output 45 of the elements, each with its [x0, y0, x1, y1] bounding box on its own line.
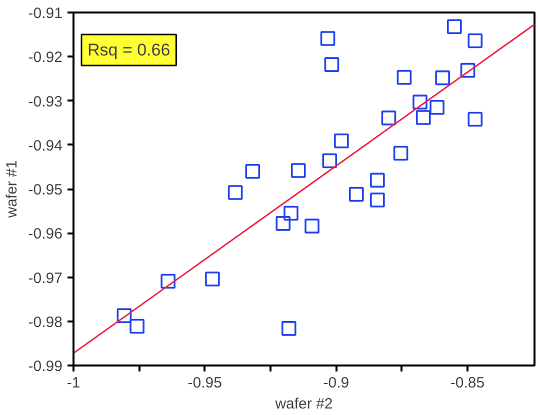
- y-tick-label: -0.94: [28, 137, 63, 154]
- point: [320, 31, 336, 46]
- y-tick-label: -0.92: [28, 49, 63, 66]
- y-axis-title: wafer #1: [3, 160, 20, 219]
- point: [116, 308, 132, 324]
- x-tick-label: -1: [66, 374, 80, 392]
- y-tick-label: -0.93: [28, 93, 63, 110]
- point: [416, 110, 431, 125]
- point: [430, 100, 444, 115]
- point: [396, 70, 412, 85]
- point: [370, 172, 385, 188]
- point: [290, 163, 306, 178]
- point: [276, 216, 291, 231]
- point: [412, 94, 428, 110]
- y-tick-label: -0.98: [28, 314, 63, 331]
- point: [284, 206, 298, 221]
- point: [393, 146, 408, 161]
- point: [468, 33, 483, 48]
- x-axis-title: wafer #2: [274, 396, 333, 412]
- x-tick-label: -0.95: [188, 374, 222, 392]
- y-tick-label: -0.99: [28, 358, 63, 375]
- x-tick-label: -0.85: [450, 374, 485, 392]
- point: [468, 112, 483, 127]
- point: [370, 192, 385, 208]
- point: [160, 274, 176, 289]
- y-tick-label: -0.91: [28, 5, 63, 22]
- y-tick-label: -0.97: [28, 270, 63, 287]
- point: [460, 62, 476, 78]
- y-tick-label: -0.96: [28, 226, 63, 243]
- annotation: Rsq = 0.66: [88, 40, 170, 60]
- y-tick-label: -0.95: [28, 182, 63, 198]
- point: [381, 110, 396, 126]
- point: [446, 19, 462, 34]
- point: [304, 218, 320, 234]
- point: [130, 318, 144, 334]
- point: [349, 186, 364, 202]
- point: [324, 57, 340, 72]
- point: [322, 153, 338, 168]
- point: [435, 70, 450, 86]
- point: [245, 164, 260, 179]
- point: [334, 134, 349, 148]
- point: [281, 321, 296, 336]
- point: [205, 272, 220, 286]
- point: [228, 185, 243, 200]
- x-tick-label: -0.9: [323, 374, 350, 392]
